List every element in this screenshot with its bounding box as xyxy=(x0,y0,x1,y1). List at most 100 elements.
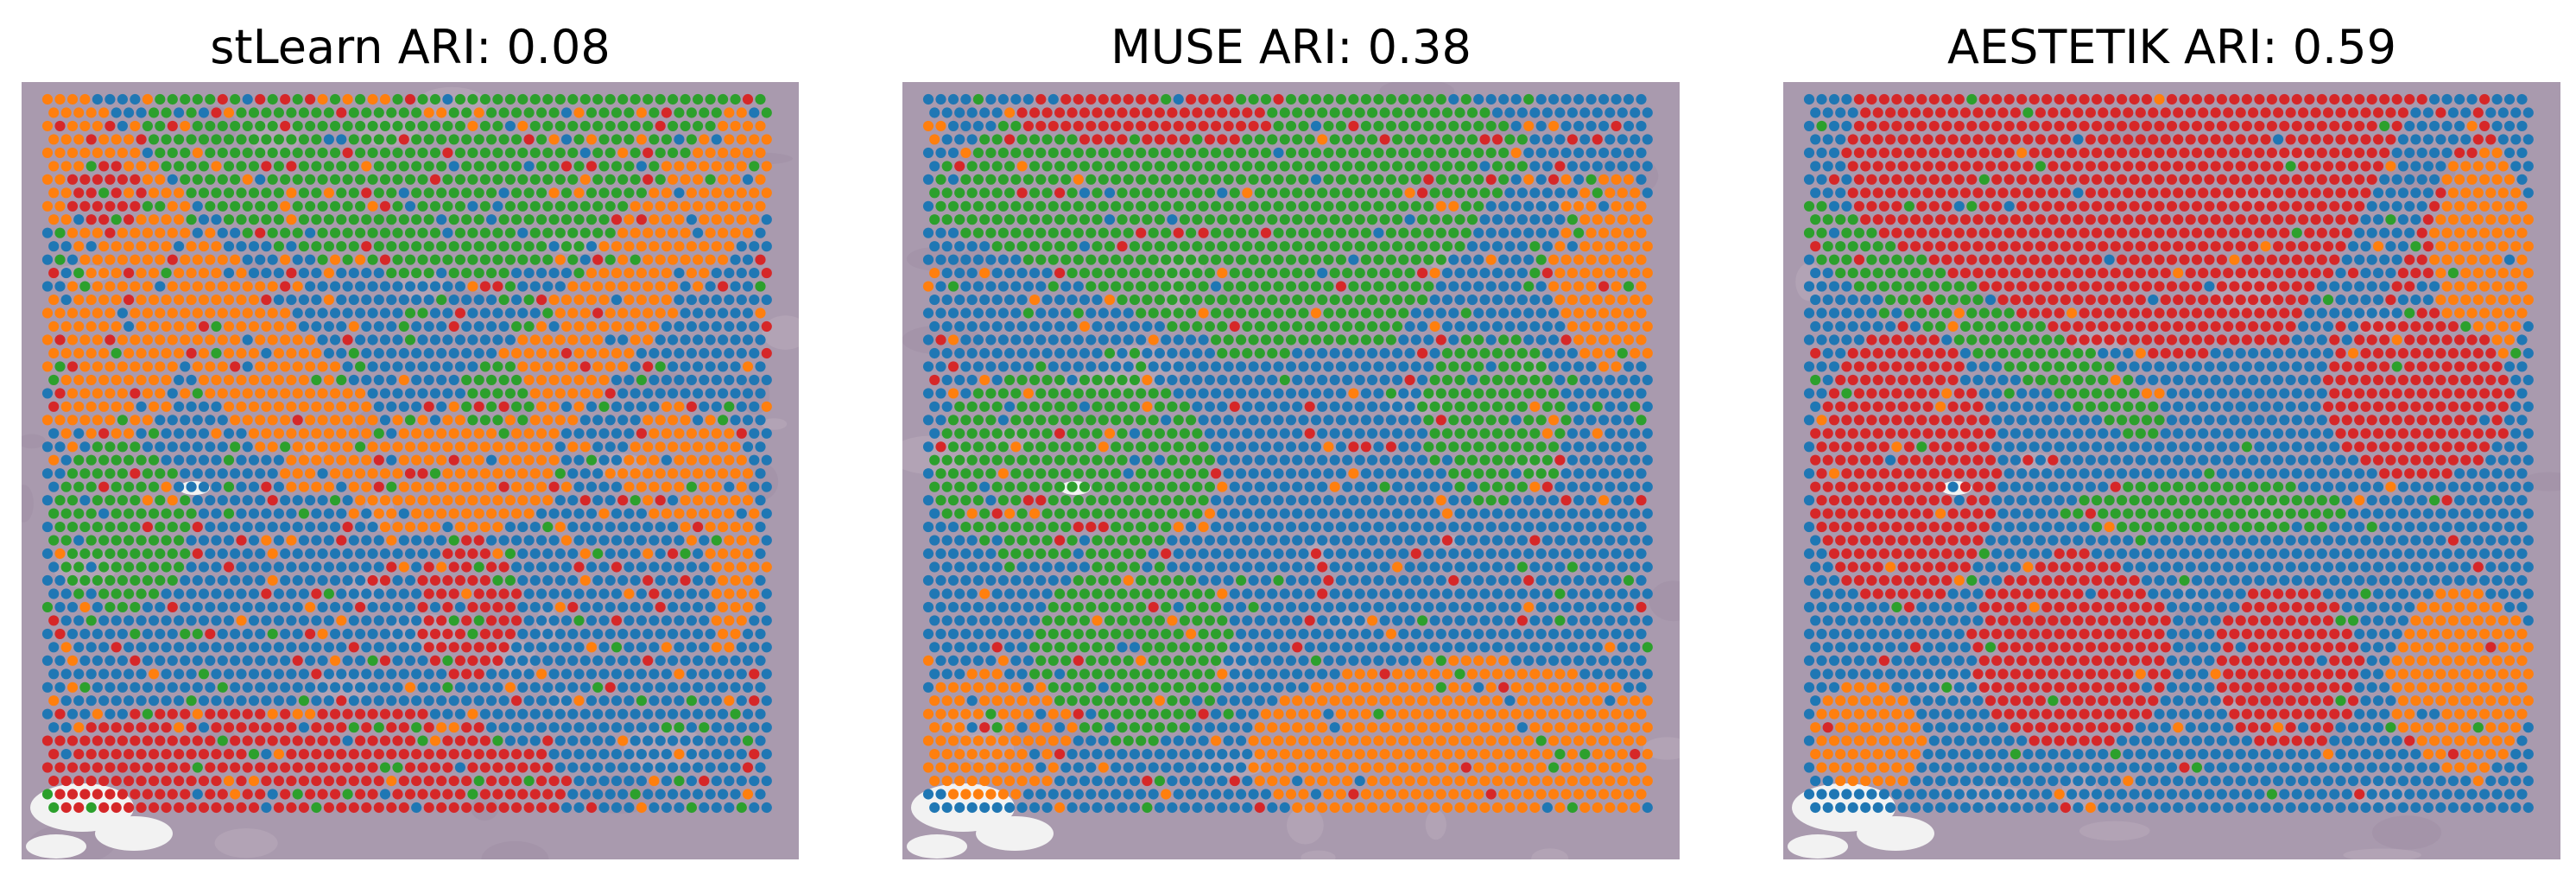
spot xyxy=(1642,320,1653,333)
spot xyxy=(142,681,153,693)
spot xyxy=(205,120,216,131)
spot xyxy=(536,776,547,787)
spot xyxy=(454,548,465,560)
spot xyxy=(941,161,953,172)
spot xyxy=(749,241,760,252)
spot xyxy=(192,334,203,345)
spot xyxy=(192,789,203,800)
spot xyxy=(935,388,946,399)
spot xyxy=(1111,334,1122,345)
spot xyxy=(1041,374,1053,385)
spot xyxy=(98,588,110,599)
spot xyxy=(461,401,472,412)
spot xyxy=(504,468,516,479)
spot xyxy=(1342,428,1353,439)
spot xyxy=(504,254,516,265)
spot xyxy=(342,281,353,292)
spot xyxy=(1310,200,1322,212)
spot xyxy=(749,776,760,787)
spot xyxy=(1123,334,1134,345)
spot xyxy=(1441,295,1453,306)
spot xyxy=(336,295,347,306)
spot xyxy=(417,708,428,719)
spot xyxy=(1554,481,1566,492)
spot xyxy=(1636,227,1647,238)
spot xyxy=(336,428,347,439)
spot xyxy=(404,681,416,693)
spot xyxy=(498,241,510,252)
spot xyxy=(236,615,247,626)
spot xyxy=(1598,174,1610,185)
spot xyxy=(123,187,135,199)
spot xyxy=(1398,415,1409,426)
spot xyxy=(111,134,122,145)
spot xyxy=(498,776,510,787)
spot xyxy=(1417,428,1428,439)
spot xyxy=(730,388,741,399)
spot xyxy=(167,147,178,158)
spot xyxy=(1479,374,1491,385)
spot xyxy=(560,588,573,599)
spot xyxy=(1454,454,1465,466)
spot xyxy=(479,120,491,131)
spot xyxy=(604,147,616,158)
spot xyxy=(1041,107,1053,118)
spot xyxy=(511,615,522,626)
spot xyxy=(198,374,210,385)
spot xyxy=(1079,241,1091,252)
spot xyxy=(536,695,547,707)
spot xyxy=(217,415,228,426)
spot xyxy=(41,708,54,719)
spot xyxy=(642,334,654,345)
spot xyxy=(573,776,585,787)
spot xyxy=(230,708,241,719)
spot xyxy=(1304,295,1315,306)
spot xyxy=(749,161,760,172)
spot xyxy=(611,320,623,333)
spot xyxy=(922,415,934,426)
spot xyxy=(267,548,278,560)
spot xyxy=(1611,388,1622,399)
spot xyxy=(598,615,610,626)
spot xyxy=(1273,334,1284,345)
spot xyxy=(1441,320,1453,333)
spot xyxy=(724,347,735,359)
spot xyxy=(1136,415,1147,426)
spot xyxy=(705,93,716,105)
spot xyxy=(205,147,216,158)
spot xyxy=(1367,107,1378,118)
spot xyxy=(1304,134,1315,145)
spot xyxy=(655,174,666,185)
spot xyxy=(1360,120,1371,131)
spot xyxy=(404,735,416,746)
spot xyxy=(373,320,384,333)
spot xyxy=(198,214,210,225)
spot xyxy=(997,334,1009,345)
spot xyxy=(142,388,153,399)
spot xyxy=(623,134,635,145)
spot xyxy=(523,669,535,680)
spot xyxy=(98,107,110,118)
spot xyxy=(560,535,573,546)
spot xyxy=(674,161,685,172)
spot xyxy=(1323,227,1334,238)
spot xyxy=(529,200,541,212)
spot xyxy=(417,548,428,560)
spot xyxy=(186,428,197,439)
spot xyxy=(548,535,560,546)
spot xyxy=(255,361,266,372)
spot xyxy=(1129,241,1141,252)
spot xyxy=(286,401,297,412)
spot xyxy=(630,762,641,773)
spot xyxy=(511,401,522,412)
spot xyxy=(947,468,959,479)
spot xyxy=(73,722,85,733)
spot xyxy=(311,347,322,359)
spot xyxy=(323,535,334,546)
spot xyxy=(411,214,422,225)
spot xyxy=(342,522,353,533)
spot xyxy=(1223,200,1234,212)
spot xyxy=(1466,374,1478,385)
spot xyxy=(1047,200,1059,212)
spot xyxy=(60,802,72,814)
